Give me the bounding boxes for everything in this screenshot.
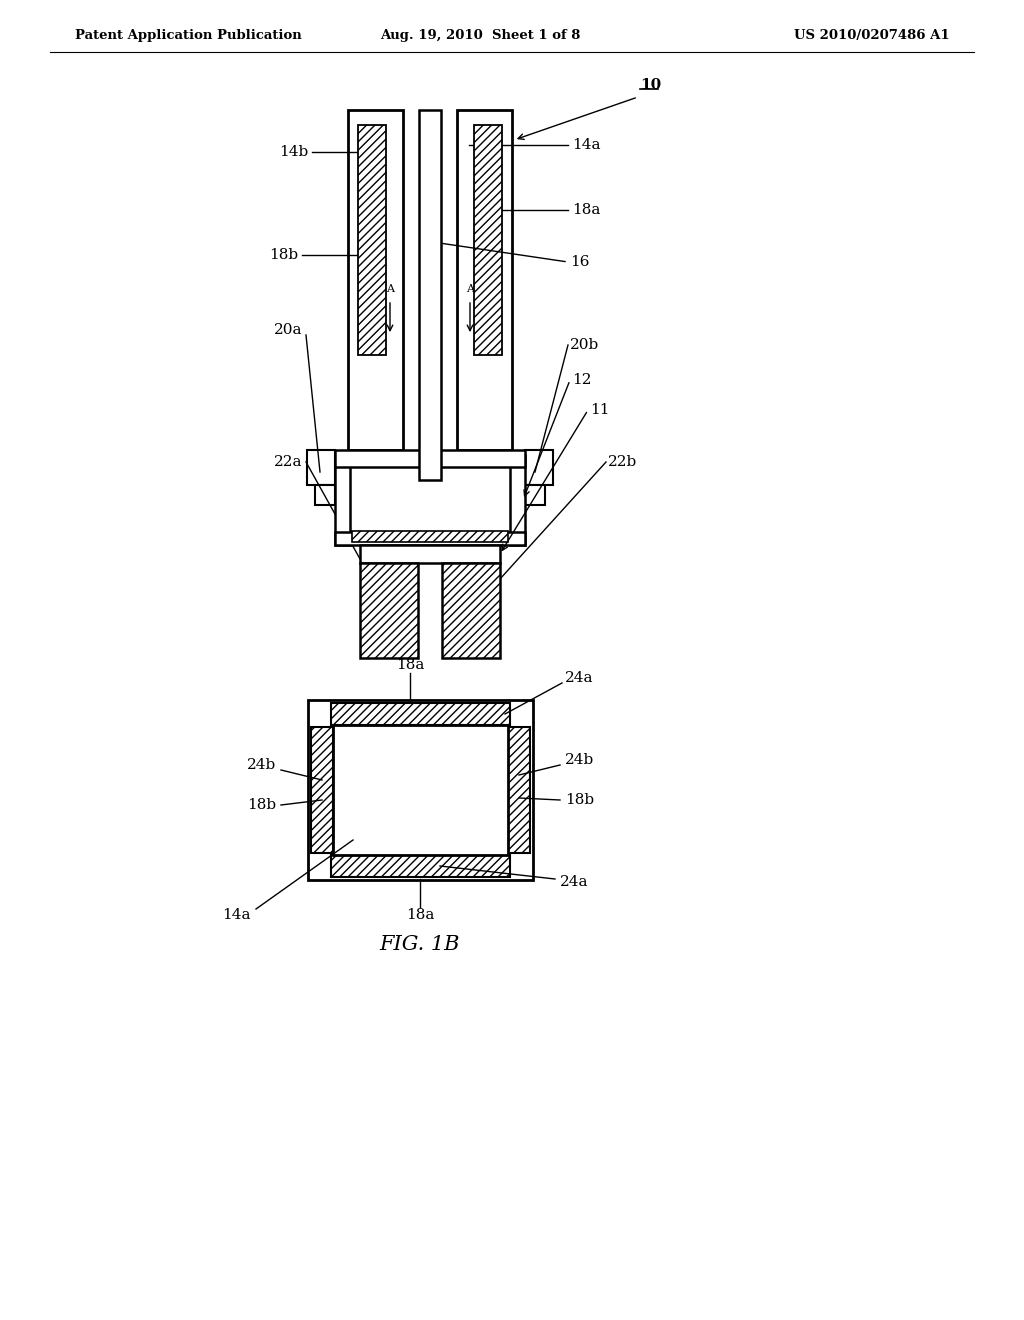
Text: 18b: 18b	[565, 793, 594, 807]
Bar	[315, 484, 335, 506]
Bar	[442, 564, 500, 657]
Text: 24a: 24a	[560, 875, 589, 888]
Bar	[360, 564, 418, 657]
Text: US 2010/0207486 A1: US 2010/0207486 A1	[795, 29, 950, 41]
Bar	[510, 455, 525, 545]
Text: 20a: 20a	[273, 323, 302, 337]
Text: 14a: 14a	[572, 139, 600, 152]
Text: 18a: 18a	[406, 908, 434, 921]
Bar	[308, 700, 534, 880]
Bar	[457, 110, 512, 450]
Bar	[419, 110, 441, 480]
Text: 20b: 20b	[570, 338, 599, 352]
Bar	[335, 450, 525, 467]
Bar	[333, 725, 508, 855]
Bar	[348, 110, 403, 450]
Text: 12: 12	[572, 374, 592, 387]
Text: 18b: 18b	[269, 248, 298, 261]
Text: 22b: 22b	[608, 455, 637, 469]
Text: 16: 16	[570, 255, 590, 269]
Text: 14a: 14a	[222, 908, 251, 921]
Text: 24a: 24a	[565, 671, 594, 685]
Text: 18a: 18a	[396, 657, 424, 672]
Text: 14b: 14b	[279, 145, 308, 158]
Bar	[335, 532, 525, 545]
Text: FIG. 1A: FIG. 1A	[390, 704, 470, 722]
Text: Patent Application Publication: Patent Application Publication	[75, 29, 302, 41]
Text: 22a: 22a	[273, 455, 302, 469]
Bar	[525, 484, 545, 506]
Text: 18b: 18b	[247, 799, 276, 812]
Text: 11: 11	[590, 403, 609, 417]
Bar	[360, 545, 500, 564]
Bar	[508, 727, 530, 853]
Text: 18a: 18a	[572, 203, 600, 216]
Text: 24b: 24b	[247, 758, 276, 772]
Bar	[331, 855, 510, 876]
Bar	[331, 704, 510, 725]
Text: 10: 10	[640, 78, 662, 92]
Text: A: A	[466, 284, 474, 294]
Text: FIG. 1B: FIG. 1B	[380, 936, 460, 954]
Bar	[335, 455, 350, 545]
Bar	[474, 125, 502, 355]
Text: 24b: 24b	[565, 752, 594, 767]
Bar	[311, 727, 333, 853]
Bar	[352, 531, 508, 543]
Bar	[307, 450, 335, 484]
Text: Aug. 19, 2010  Sheet 1 of 8: Aug. 19, 2010 Sheet 1 of 8	[380, 29, 581, 41]
Text: A: A	[386, 284, 394, 294]
Bar	[358, 125, 386, 355]
Bar	[525, 450, 553, 484]
